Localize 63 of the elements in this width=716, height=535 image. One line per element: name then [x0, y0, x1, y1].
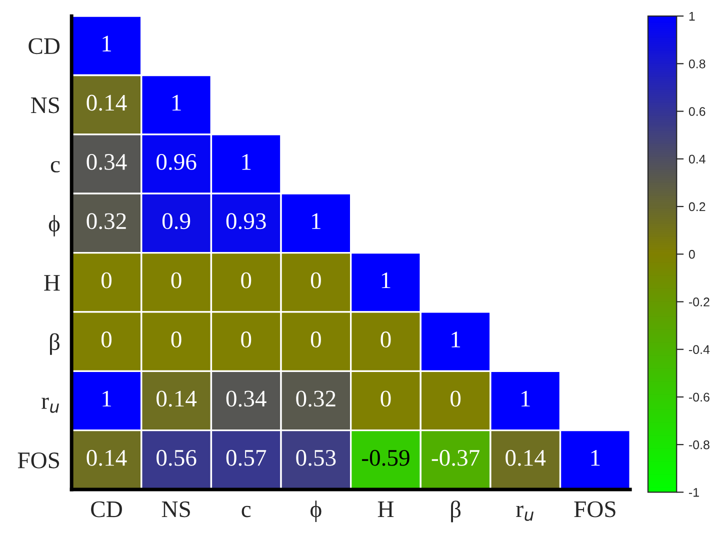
data-label: 0.96 [156, 154, 196, 170]
data-label: 0 [380, 332, 391, 348]
data-label: 1 [102, 390, 111, 406]
data-label: 0.9 [162, 213, 190, 230]
x-tick-label: c [242, 506, 251, 518]
y-tick-label: NS [30, 97, 60, 114]
color-bar-label: -0.4 [688, 345, 710, 354]
data-label: 1 [382, 272, 390, 288]
data-label: 1 [452, 332, 460, 348]
color-bar-label: 0.8 [688, 59, 706, 68]
data-label: 0.57 [226, 450, 266, 466]
data-label: 0.14 [506, 450, 546, 466]
y-tick-label: H [44, 275, 60, 291]
y-tick-label: r$_{u}$ [42, 398, 59, 413]
data-label: 0.93 [226, 213, 266, 230]
color-bar-label: 0.6 [688, 107, 706, 116]
color-bar-label: 1 [689, 12, 695, 21]
data-label: 1 [312, 213, 320, 229]
x-tick-label: NS [162, 501, 190, 518]
data-label: 0.32 [296, 390, 336, 407]
data-label: 0 [241, 332, 252, 348]
data-label: 1 [102, 36, 111, 52]
x-tick-label: ϕ [310, 500, 322, 522]
data-label: 0 [171, 272, 182, 288]
data-label: 1 [522, 390, 530, 406]
y-tick-label: β [50, 333, 60, 355]
color-bar-label: -1 [688, 488, 699, 497]
data-label: 0.32 [86, 213, 126, 230]
data-label: 1 [242, 154, 251, 170]
data-label: 0.53 [296, 450, 336, 466]
color-bar-label: 0 [688, 250, 695, 259]
data-label: 0.34 [226, 390, 266, 407]
data-label: 1 [591, 450, 600, 466]
color-bar-label: 0.4 [688, 154, 706, 164]
data-label: 0.56 [156, 450, 196, 466]
color-bar-label: -0.6 [688, 392, 710, 402]
data-label: 0 [241, 272, 252, 288]
y-tick-label: ϕ [48, 215, 60, 236]
data-label: 1 [172, 94, 181, 111]
x-tick-label: β [451, 500, 461, 522]
y-tick-label: CD [28, 38, 60, 54]
x-tick-label: FOS [574, 501, 616, 518]
color-bar-label: -0.8 [688, 440, 710, 450]
data-label: 0 [310, 332, 321, 348]
data-label: 0.14 [86, 94, 127, 111]
data-label: 0 [450, 390, 461, 407]
color-bar-label: -0.2 [688, 298, 710, 306]
color-bar-label: 0.2 [688, 202, 706, 212]
data-label: 0 [171, 332, 182, 348]
data-label: 0 [102, 272, 112, 288]
y-tick-label: FOS [18, 452, 60, 468]
x-tick-label: H [378, 502, 394, 518]
data-label: 0.14 [156, 390, 197, 407]
data-label: 0 [310, 272, 321, 288]
data-label: -0.37 [432, 450, 480, 466]
data-label: 0.34 [86, 154, 127, 170]
x-tick-label: CD [91, 501, 122, 518]
x-tick-label: r$_{u}$ [516, 506, 534, 521]
data-label: -0.59 [362, 450, 410, 466]
data-label: 0.14 [86, 450, 127, 466]
data-label: 0 [380, 390, 391, 407]
data-label: 0 [102, 332, 112, 348]
y-tick-label: c [50, 161, 60, 172]
